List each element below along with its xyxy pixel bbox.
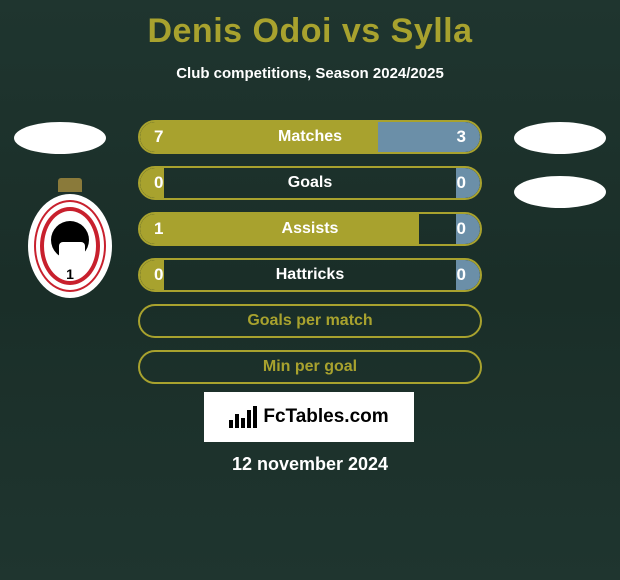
player1-country-flag	[14, 122, 106, 154]
comparison-date: 12 november 2024	[0, 454, 620, 475]
stat-row: Goals per match	[138, 304, 482, 338]
stat-label: Assists	[140, 220, 480, 238]
stat-label: Hattricks	[140, 266, 480, 284]
comparison-title: Denis Odoi vs Sylla	[0, 0, 620, 51]
stat-label: Min per goal	[140, 358, 480, 376]
stat-row: 00Hattricks	[138, 258, 482, 292]
player2-country-flag	[514, 122, 606, 154]
stat-row: 10Assists	[138, 212, 482, 246]
stat-label: Matches	[140, 128, 480, 146]
stat-row: 00Goals	[138, 166, 482, 200]
stats-container: 73Matches 00Goals 10Assists 00Hattricks Goal…	[138, 120, 482, 396]
fctables-logo: FcTables.com	[204, 392, 414, 442]
stat-row: Min per goal	[138, 350, 482, 384]
fctables-text: FcTables.com	[263, 406, 388, 428]
badge-number: 1	[36, 266, 104, 282]
player1-club-badge: 1	[28, 180, 112, 306]
stat-label: Goals	[140, 174, 480, 192]
badge-outer: 1	[28, 194, 112, 298]
hand-icon	[59, 242, 85, 262]
badge-inner: 1	[34, 200, 106, 292]
stat-label: Goals per match	[140, 312, 480, 330]
stat-row: 73Matches	[138, 120, 482, 154]
crown-icon	[58, 178, 82, 192]
bar-chart-icon	[229, 406, 257, 428]
player2-club-badge	[514, 176, 606, 208]
comparison-subtitle: Club competitions, Season 2024/2025	[0, 65, 620, 82]
